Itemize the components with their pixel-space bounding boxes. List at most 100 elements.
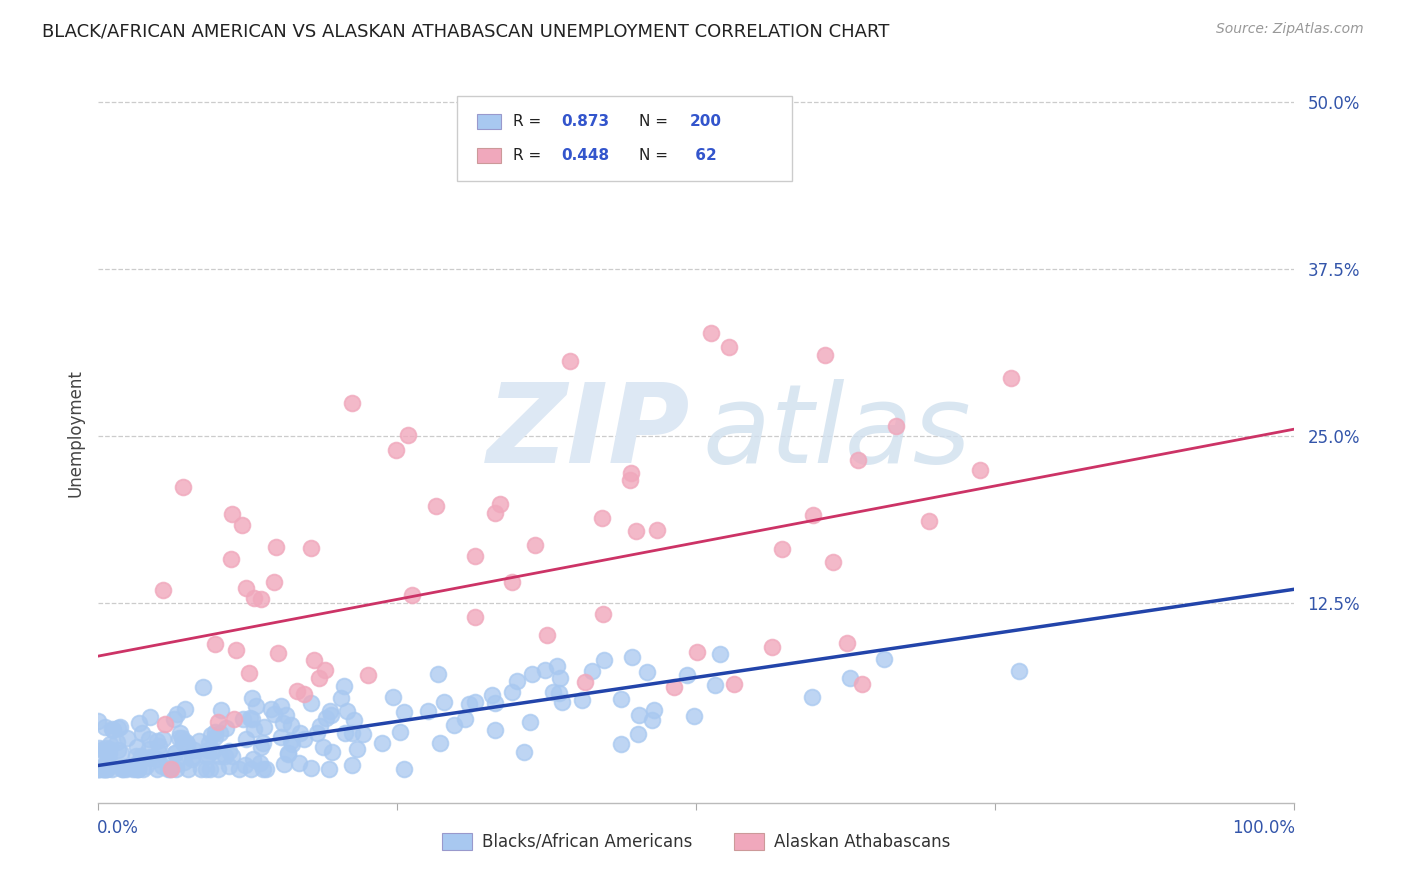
Point (392, 706, 415, 720)
Point (156, 763, 179, 777)
Point (167, 731, 190, 746)
Point (270, 698, 292, 713)
Point (271, 716, 294, 731)
Point (139, 750, 162, 764)
Point (112, 760, 135, 774)
Point (321, 745, 343, 759)
Point (145, 751, 167, 765)
Point (382, 690, 405, 704)
Point (851, 677, 873, 691)
Point (107, 743, 129, 757)
Point (541, 684, 564, 698)
Point (181, 750, 204, 764)
Point (105, 735, 128, 749)
Point (231, 518, 253, 533)
Point (224, 713, 246, 727)
Point (523, 538, 546, 552)
Text: 0.448: 0.448 (561, 148, 609, 163)
Point (263, 707, 285, 722)
Point (340, 757, 363, 772)
Point (454, 712, 477, 726)
Point (581, 664, 603, 678)
Point (232, 712, 254, 726)
Point (551, 695, 574, 709)
Text: BLACK/AFRICAN AMERICAN VS ALASKAN ATHABASCAN UNEMPLOYMENT CORRELATION CHART: BLACK/AFRICAN AMERICAN VS ALASKAN ATHABA… (42, 22, 890, 40)
Text: atlas: atlas (702, 379, 970, 486)
Point (239, 711, 262, 725)
Point (370, 736, 392, 750)
Point (207, 763, 229, 777)
Point (536, 628, 558, 642)
Point (209, 749, 232, 764)
Point (152, 732, 174, 747)
Point (319, 704, 342, 718)
Point (200, 763, 222, 777)
Point (201, 744, 224, 758)
Point (207, 714, 229, 729)
Point (299, 761, 322, 775)
Point (183, 743, 205, 757)
Point (285, 684, 308, 698)
Point (846, 453, 869, 467)
Point (228, 763, 250, 777)
Point (169, 725, 191, 739)
Point (197, 743, 219, 757)
Point (484, 506, 506, 520)
Point (640, 714, 662, 728)
Point (484, 723, 506, 737)
Point (505, 673, 527, 688)
Point (125, 763, 148, 777)
Point (172, 736, 194, 750)
Text: 0.0%: 0.0% (97, 819, 139, 837)
Point (219, 552, 242, 566)
Point (177, 763, 200, 777)
Point (416, 704, 439, 718)
Point (96, 763, 118, 777)
Point (98, 746, 121, 760)
Point (98, 742, 121, 756)
Point (139, 710, 162, 724)
Point (260, 701, 283, 715)
Point (165, 763, 187, 777)
FancyBboxPatch shape (477, 114, 501, 128)
Point (89, 741, 111, 756)
Point (138, 742, 160, 756)
Point (425, 499, 447, 513)
Point (101, 762, 124, 776)
Point (593, 653, 616, 667)
Point (225, 642, 247, 657)
Point (252, 720, 274, 734)
Point (152, 582, 174, 597)
Point (342, 725, 364, 739)
Point (643, 703, 665, 717)
Point (389, 725, 412, 739)
Point (302, 653, 325, 667)
Point (135, 759, 157, 773)
Point (270, 730, 292, 744)
Point (146, 763, 169, 777)
Text: R =: R = (513, 148, 547, 163)
Point (392, 763, 415, 777)
Point (801, 508, 824, 522)
Text: 0.873: 0.873 (561, 113, 609, 128)
Point (238, 665, 260, 680)
Point (148, 746, 170, 760)
Point (357, 667, 380, 681)
Point (157, 755, 180, 769)
Point (165, 756, 187, 771)
Point (215, 722, 238, 736)
Point (626, 727, 648, 741)
Point (96, 744, 118, 758)
Point (198, 736, 221, 750)
Point (101, 722, 124, 736)
Point (240, 690, 263, 705)
Point (396, 428, 419, 442)
Point (610, 692, 633, 706)
Point (93, 763, 115, 777)
Point (209, 726, 232, 740)
Point (683, 709, 706, 723)
Point (838, 671, 860, 685)
Point (131, 725, 153, 739)
Point (264, 540, 287, 554)
Point (426, 667, 449, 681)
